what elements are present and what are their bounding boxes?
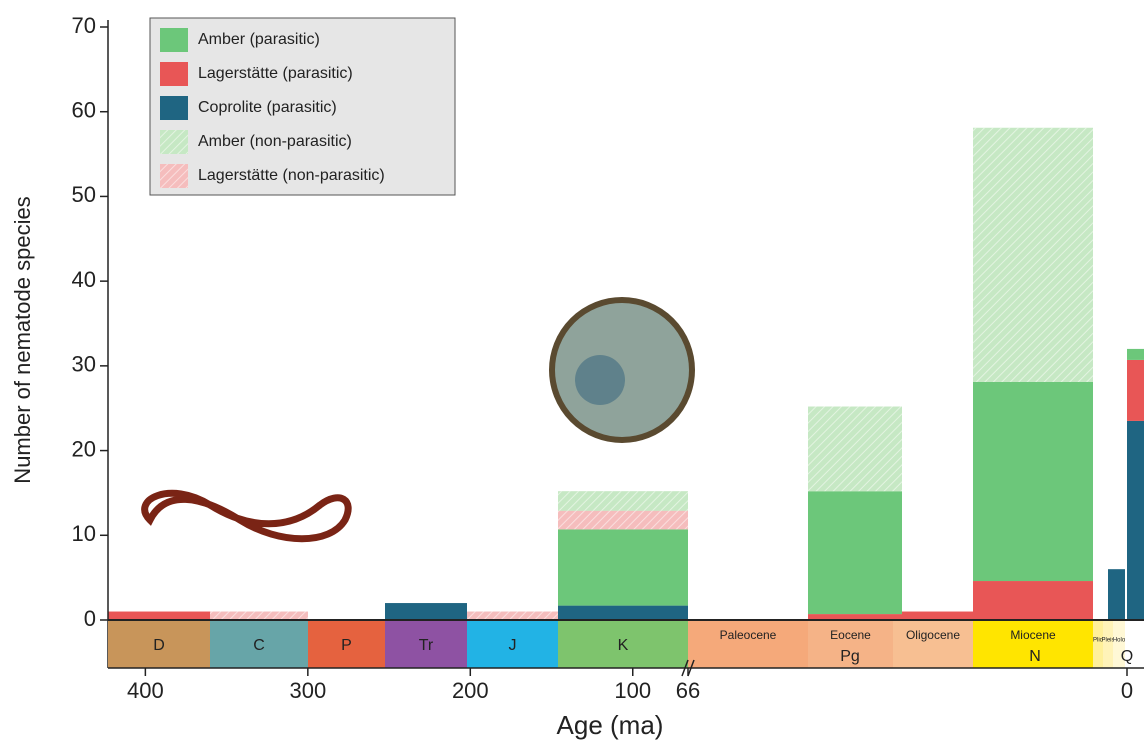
- legend-label: Amber (parasitic): [198, 31, 320, 48]
- legend-swatch-hatch: [160, 164, 188, 188]
- timescale-label: Tr: [419, 637, 434, 654]
- y-tick-label: 10: [72, 521, 96, 546]
- bar-segment: [1127, 349, 1144, 360]
- bar-segment: [973, 581, 1093, 620]
- timescale-cell: [1093, 621, 1103, 668]
- bar-segment: [385, 603, 467, 620]
- legend-label: Coprolite (parasitic): [198, 99, 337, 116]
- timescale-label: C: [253, 637, 265, 654]
- x-tick-label: 200: [452, 678, 489, 703]
- bar-segment: [1127, 360, 1144, 421]
- bar-segment: [1108, 569, 1125, 620]
- legend: Amber (parasitic) Lagerstätte (parasitic)…: [150, 18, 455, 195]
- y-tick-label: 40: [72, 267, 96, 292]
- timescale-label: D: [153, 637, 165, 654]
- x-axis-label: Age (ma): [557, 710, 664, 740]
- era-label: Pg: [840, 648, 860, 665]
- y-axis-label: Number of nematode species: [10, 196, 35, 483]
- bar-hatch: [973, 128, 1093, 382]
- x-tick-label: 66: [676, 678, 700, 703]
- bar-segment: [973, 382, 1093, 581]
- legend-swatch: [160, 96, 188, 120]
- timescale-label: P: [341, 637, 352, 654]
- era-label: Q: [1121, 648, 1133, 665]
- legend-swatch-hatch: [160, 130, 188, 154]
- worm-image: [145, 493, 349, 538]
- bar-segment: [808, 491, 902, 614]
- y-tick-label: 50: [72, 182, 96, 207]
- y-tick-label: 0: [84, 606, 96, 631]
- timescale-label: Miocene: [1010, 628, 1056, 642]
- x-tick-label: 0: [1121, 678, 1133, 703]
- bar-hatch: [467, 612, 558, 620]
- y-tick-label: 20: [72, 436, 96, 461]
- timescale-label: Eocene: [830, 628, 871, 642]
- y-tick-label: 60: [72, 98, 96, 123]
- bar-segment: [558, 529, 688, 605]
- bar-segment: [108, 612, 210, 620]
- bar-hatch: [558, 491, 688, 510]
- timescale-label: Holo: [1113, 638, 1126, 644]
- legend-label: Amber (non-parasitic): [198, 133, 352, 150]
- legend-swatch: [160, 28, 188, 52]
- timescale-cell: [1103, 621, 1113, 668]
- bar-segment: [902, 612, 973, 620]
- x-tick-label: 300: [289, 678, 326, 703]
- legend-label: Lagerstätte (non-parasitic): [198, 167, 385, 184]
- x-tick-label: 100: [614, 678, 651, 703]
- bar-hatch: [210, 612, 308, 620]
- bar-segment: [1127, 421, 1144, 620]
- legend-label: Lagerstätte (parasitic): [198, 65, 353, 82]
- chart: Number of nematode species Age (ma) Ambe…: [0, 0, 1144, 743]
- amber-image-spot: [575, 355, 625, 405]
- bar-hatch: [808, 407, 902, 492]
- era-label: N: [1029, 648, 1041, 665]
- bar-segment: [558, 606, 688, 620]
- x-tick-label: 400: [127, 678, 164, 703]
- y-tick-label: 30: [72, 352, 96, 377]
- timescale-label: J: [509, 637, 517, 654]
- legend-swatch: [160, 62, 188, 86]
- timescale-label: Oligocene: [906, 628, 960, 642]
- y-tick-label: 70: [72, 13, 96, 38]
- timescale-label: Paleocene: [720, 628, 777, 642]
- bar-hatch: [558, 511, 688, 530]
- timescale-label: K: [618, 637, 629, 654]
